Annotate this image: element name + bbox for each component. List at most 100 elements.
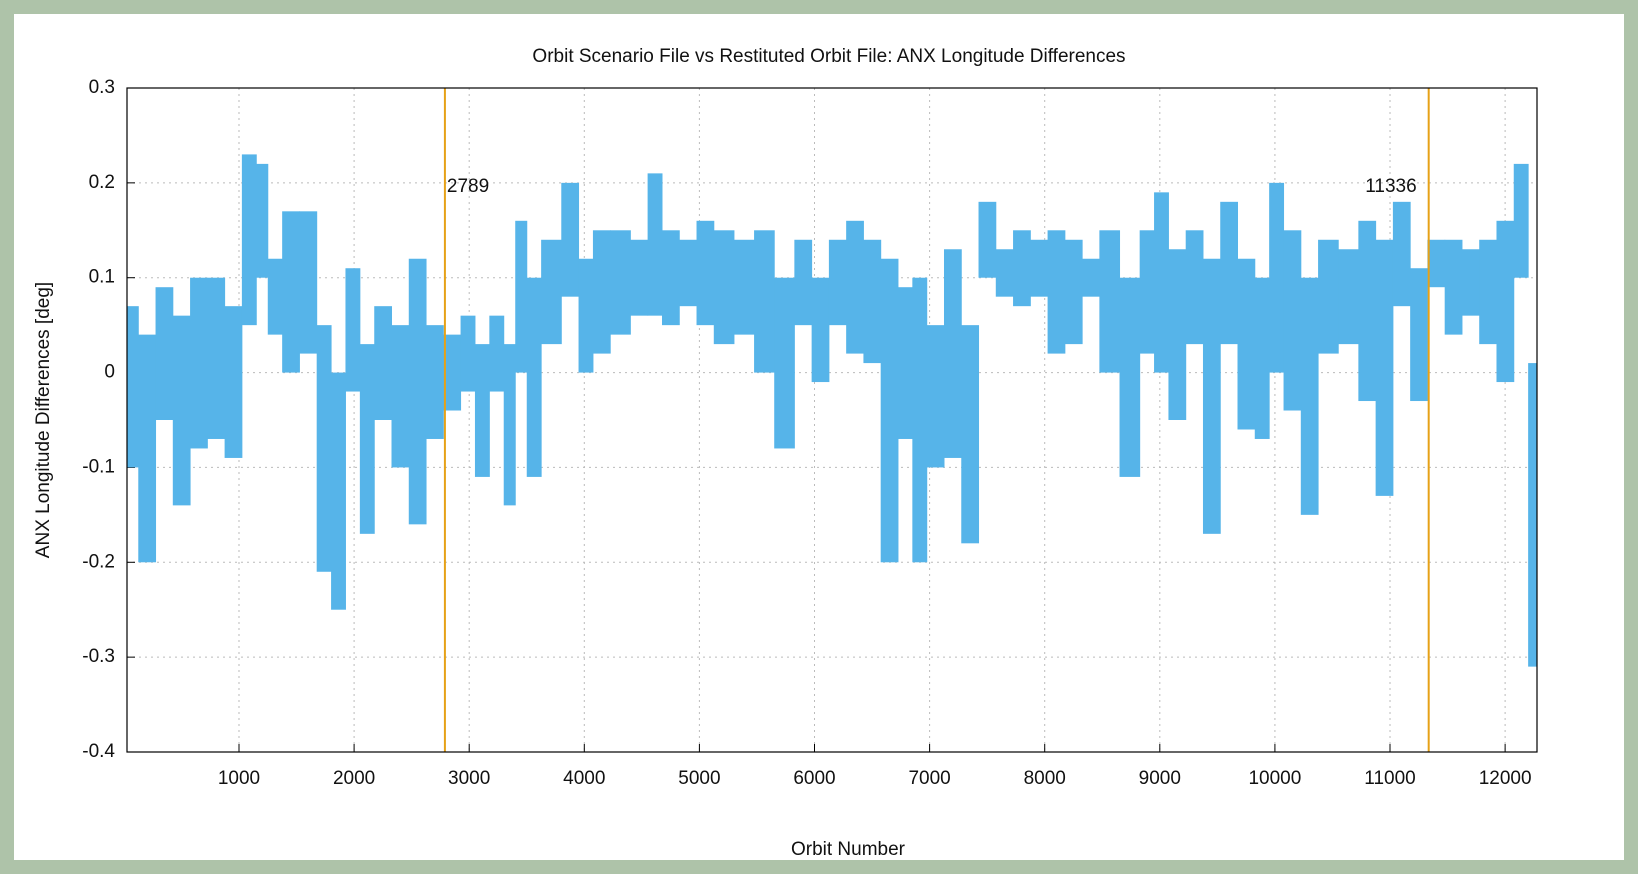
band-segment	[774, 277, 795, 449]
y-tick-label: 0	[104, 362, 115, 383]
x-tick-label: 3000	[448, 768, 490, 789]
band-segment	[943, 249, 962, 458]
marker-label: 11336	[1365, 176, 1416, 197]
band-segment	[1427, 239, 1446, 288]
x-tick-label: 5000	[678, 768, 720, 789]
band-segment	[880, 258, 899, 563]
x-tick-label: 4000	[563, 768, 605, 789]
band-segment	[1168, 249, 1187, 420]
band-segment	[1254, 277, 1270, 439]
band-segment	[630, 239, 649, 316]
x-tick-label: 9000	[1139, 768, 1181, 789]
band-segment	[811, 277, 830, 383]
band-segment	[1513, 163, 1529, 278]
band-segment	[1064, 239, 1083, 345]
band-segment	[1220, 201, 1239, 345]
band-segment	[995, 249, 1014, 297]
band-segment	[224, 306, 243, 458]
band-segment	[443, 334, 462, 411]
x-tick-label: 12000	[1479, 768, 1532, 789]
x-tick-label: 10000	[1248, 768, 1301, 789]
band-segment	[578, 258, 594, 373]
band-segment	[1185, 230, 1204, 345]
band-segment	[1119, 277, 1141, 477]
band-segment	[1300, 277, 1319, 515]
band-segment	[561, 182, 580, 297]
band-segment	[426, 325, 444, 439]
band-segment	[1139, 230, 1155, 354]
band-segment	[863, 239, 882, 364]
band-segment	[754, 230, 775, 373]
band-segment	[241, 154, 257, 326]
band-segment	[374, 306, 393, 420]
band-segment	[127, 306, 139, 468]
y-axis-label: ANX Longitude Differences [deg]	[33, 282, 54, 558]
band-segment	[679, 239, 698, 307]
band-segment	[926, 325, 945, 468]
band-segment	[733, 239, 755, 335]
band-segment	[345, 268, 361, 392]
band-segment	[713, 230, 735, 345]
band-segment	[978, 201, 997, 278]
band-segment	[1392, 201, 1411, 307]
band-segment	[1375, 239, 1394, 496]
band-segment	[846, 220, 864, 354]
band-segment	[1237, 258, 1256, 430]
band-segment	[1496, 220, 1515, 383]
y-tick-label: -0.4	[82, 741, 115, 762]
x-tick-label: 8000	[1024, 768, 1066, 789]
band-segment	[828, 239, 847, 326]
band-segment	[1338, 249, 1359, 345]
band-segment	[489, 315, 505, 392]
y-tick-label: 0.2	[89, 172, 115, 193]
band-segment	[1479, 239, 1497, 345]
marker-label: 2789	[447, 176, 489, 197]
band-segment	[1444, 239, 1463, 335]
chart-title: Orbit Scenario File vs Restituted Orbit …	[532, 46, 1125, 67]
band-segment	[408, 258, 427, 525]
band-segment	[592, 230, 611, 354]
band-segment	[794, 239, 813, 326]
band-segment	[1202, 258, 1221, 534]
panel	[14, 14, 1624, 860]
band-segment	[541, 239, 562, 345]
band-segment	[1030, 239, 1049, 297]
band-segment	[331, 372, 346, 610]
band-segment	[1283, 230, 1302, 411]
band-segment	[391, 325, 410, 468]
y-tick-label: -0.3	[82, 646, 115, 667]
band-segment	[172, 315, 191, 506]
band-segment	[1154, 192, 1169, 373]
band-segment	[661, 230, 680, 326]
y-tick-label: -0.1	[82, 456, 115, 477]
band-segment	[1099, 230, 1121, 373]
plot-frame	[126, 87, 1538, 753]
band-segment	[474, 344, 490, 477]
y-tick-label: -0.2	[82, 551, 115, 572]
band-segment	[1528, 363, 1538, 667]
band-segment	[155, 287, 174, 420]
band-segment	[316, 325, 332, 572]
band-segment	[267, 258, 283, 335]
band-segment	[912, 277, 928, 563]
band-segment	[526, 277, 542, 477]
band-segment	[256, 163, 269, 278]
y-tick-label: 0.3	[89, 77, 115, 98]
x-tick-label: 11000	[1364, 768, 1415, 789]
x-tick-label: 6000	[793, 768, 835, 789]
band-segment	[299, 211, 318, 354]
band-segment	[1410, 268, 1428, 402]
band-segment	[359, 344, 375, 534]
band-segment	[961, 325, 980, 544]
band-segment	[610, 230, 631, 335]
band-segment	[696, 220, 715, 326]
band-segment	[1358, 220, 1377, 402]
band-segment	[1269, 182, 1285, 373]
band-segment	[138, 334, 157, 563]
x-tick-label: 1000	[218, 768, 260, 789]
x-axis-label: Orbit Number	[791, 839, 906, 860]
band-segment	[282, 211, 300, 373]
y-tick-label: 0.1	[89, 267, 115, 288]
band-segment	[1013, 230, 1031, 307]
